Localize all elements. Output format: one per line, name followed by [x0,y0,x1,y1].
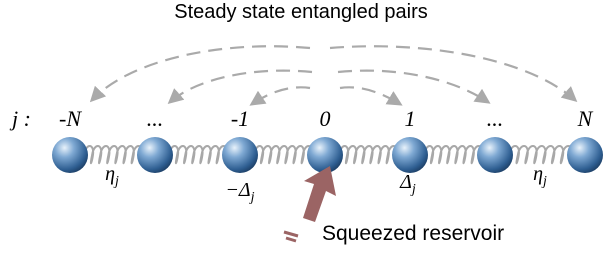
coupling-symbol: −Δ [225,179,250,201]
index-label: ... [147,106,164,131]
coupling-symbol: η [533,163,543,185]
ball [137,137,173,173]
index-label: ... [487,106,504,131]
coupling-label: −Δj [225,179,254,205]
coupling-symbol: Δ [399,171,412,193]
index-label: -N [59,106,82,131]
spring [509,146,572,163]
entanglement-arcs [92,46,575,104]
diagram: Steady state entangled pairs j : -N... -1… [0,0,603,255]
index-label: N [577,106,594,131]
spring [424,146,482,163]
index-prefix: j : [9,106,31,131]
index-label: 1 [405,106,416,131]
coupling-label: ηj [105,163,119,189]
ball [477,137,513,173]
spring [339,146,397,163]
spring [84,146,142,163]
coupling-label: Δj [399,171,416,197]
index-label: 0 [320,106,331,131]
title: Steady state entangled pairs [174,1,428,23]
spring [254,146,312,163]
ball [52,137,88,173]
reservoir-label: Squeezed reservoir [322,222,504,245]
ball [307,137,343,173]
ball [567,137,603,173]
ball [222,137,258,173]
page: {"title": "Steady state entangled pairs"… [0,0,603,255]
spring [169,146,227,163]
coupling-label: ηj [533,163,547,189]
ball [392,137,428,173]
index-label: -1 [231,106,249,131]
coupling-symbol: η [105,163,115,185]
